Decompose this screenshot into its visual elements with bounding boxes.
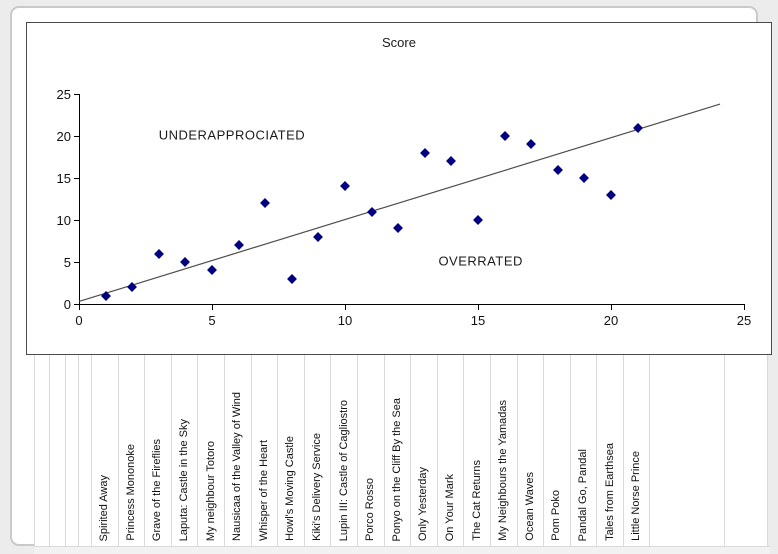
empty-cell <box>66 355 79 546</box>
overrated-label: OVERRATED <box>438 253 523 269</box>
movie-label: Lupin III: Castle of Cagliostro <box>337 399 350 541</box>
movie-label: Princess Mononoke <box>124 444 137 541</box>
movie-label: On Your Mark <box>444 473 457 541</box>
movie-label: Kiki's Delivery Service <box>311 433 324 541</box>
empty-cell <box>650 355 726 546</box>
movie-label: Only Yesterday <box>417 467 430 541</box>
x-tick-label: 20 <box>603 313 619 328</box>
y-tick-label: 20 <box>56 129 71 144</box>
movie-label: Nausicaa of the Valley of Wind <box>231 392 244 541</box>
movie-label: Little Norse Prince <box>630 451 643 541</box>
x-axis-tick <box>611 305 612 310</box>
movie-label: Howl's Moving Castle <box>284 436 297 541</box>
movie-label-cell: Little Norse Prince <box>624 355 651 546</box>
movie-label: Tales from Earthsea <box>603 443 616 541</box>
movie-label: Laputa: Castle in the Sky <box>178 418 191 541</box>
y-tick-label: 15 <box>56 171 71 186</box>
movie-label: The Cat Returns <box>470 460 483 541</box>
y-axis-tick <box>74 94 79 95</box>
movie-label-cell: Grave of the Fireflies <box>145 355 172 546</box>
movie-label-cell: Ponyo on the Cliff By the Sea <box>385 355 412 546</box>
movie-label: Ponyo on the Cliff By the Sea <box>390 397 403 542</box>
movie-label-cell: Laputa: Castle in the Sky <box>172 355 199 546</box>
empty-cell <box>725 355 769 546</box>
x-tick-label: 25 <box>736 313 752 328</box>
underappreciated-label: UNDERAPPROCIATED <box>158 127 306 143</box>
movie-label-cell: Only Yesterday <box>411 355 438 546</box>
x-tick-label: 0 <box>75 313 83 328</box>
movie-label: Whisper of the Heart <box>257 440 270 541</box>
movie-label: Ocean Waves <box>523 472 536 541</box>
movie-label-cell: Ocean Waves <box>518 355 545 546</box>
chart-card: Score 0 5 10 15 20 25 0 5 10 15 20 25 UNDERAPPROCIAT… <box>10 6 772 554</box>
movie-label-cell: Pandal Go, Pandal <box>571 355 598 546</box>
empty-cell <box>79 355 92 546</box>
y-axis-tick <box>74 178 79 179</box>
movie-label: My Neighbours the Yamadas <box>497 400 510 541</box>
x-axis-line <box>79 304 745 305</box>
movie-label-cell: Whisper of the Heart <box>252 355 279 546</box>
movie-label-cell: The Cat Returns <box>464 355 491 546</box>
empty-cell <box>35 355 50 546</box>
y-axis-tick <box>74 136 79 137</box>
x-tick-label: 15 <box>470 313 486 328</box>
x-tick-label: 5 <box>208 313 216 328</box>
y-axis-line <box>79 94 80 304</box>
x-axis-tick <box>345 305 346 310</box>
y-axis-tick <box>74 220 79 221</box>
y-tick-label: 25 <box>56 87 71 102</box>
movie-label: My neighbour Totoro <box>204 440 217 541</box>
y-tick-label: 5 <box>63 255 71 270</box>
x-tick-label: 10 <box>337 313 353 328</box>
scatter-chart: Score 0 5 10 15 20 25 0 5 10 15 20 25 UNDERAPPROCIAT… <box>26 22 772 355</box>
movie-label-cell: Lupin III: Castle of Cagliostro <box>331 355 358 546</box>
y-tick-label: 10 <box>56 213 71 228</box>
movie-label-cell: Kiki's Delivery Service <box>305 355 332 546</box>
movie-label: Pandal Go, Pandal <box>576 448 589 541</box>
trendline <box>78 103 721 303</box>
movie-label-cell: Nausicaa of the Valley of Wind <box>225 355 252 546</box>
y-axis-tick <box>74 304 79 305</box>
movie-label-cell: On Your Mark <box>438 355 465 546</box>
movie-label: Pom Poko <box>550 490 563 541</box>
movie-label: Spirited Away <box>98 474 111 541</box>
y-axis-tick <box>74 262 79 263</box>
x-axis-tick <box>212 305 213 310</box>
movie-label-cell: My neighbour Totoro <box>198 355 225 546</box>
partial-next-row <box>34 546 770 554</box>
movie-label-cell: Porco Rosso <box>358 355 385 546</box>
movie-label: Grave of the Fireflies <box>151 438 164 541</box>
x-axis-tick <box>478 305 479 310</box>
empty-cell <box>50 355 66 546</box>
movie-label-cell: Howl's Moving Castle <box>278 355 305 546</box>
movie-label: Porco Rosso <box>364 478 377 541</box>
x-axis-tick <box>79 305 80 310</box>
movie-label-cell: My Neighbours the Yamadas <box>491 355 518 546</box>
movie-label-cell: Princess Mononoke <box>119 355 146 546</box>
plot-area: 0 5 10 15 20 25 0 5 10 15 20 25 UNDERAPPROCIATED OVER… <box>27 23 771 354</box>
y-tick-label: 0 <box>63 297 71 312</box>
movie-label-cell: Tales from Earthsea <box>597 355 624 546</box>
movie-label-cell: Pom Poko <box>544 355 571 546</box>
movie-label-cell: Spirited Away <box>92 355 119 546</box>
category-label-table: Spirited Away Princess Mononoke Grave of t… <box>34 355 769 546</box>
chart-title: Score <box>382 35 416 50</box>
x-axis-tick <box>744 305 745 310</box>
